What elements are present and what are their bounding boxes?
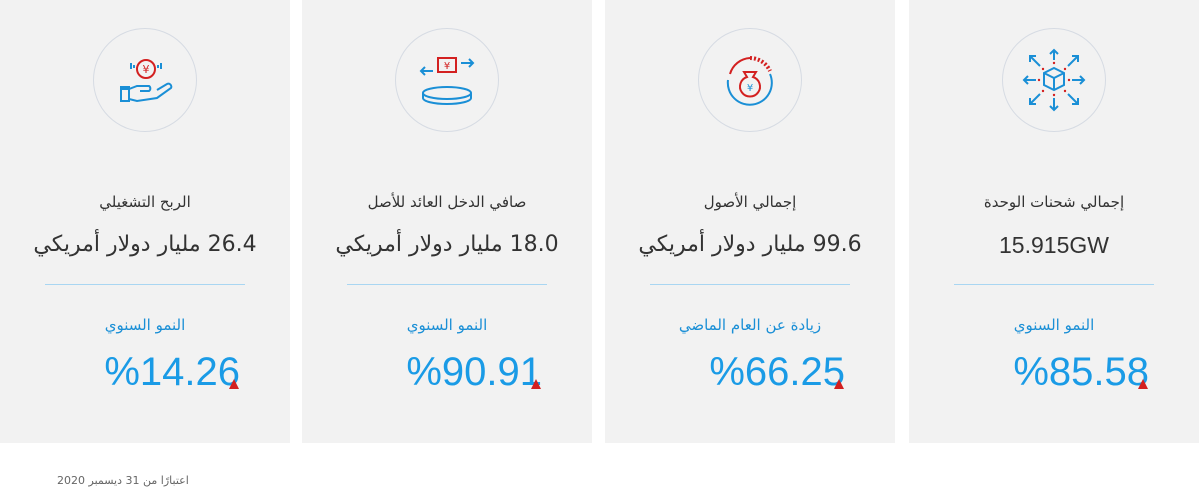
money-bag-gauge-icon: ¥ [726,56,773,106]
svg-text:¥: ¥ [747,83,753,94]
card-unit-shipments: إجمالي شحنات الوحدة 15.915GW النمو السنو… [909,0,1199,443]
card-net-income: ¥ صافي الدخل العائد للأصل 18.0 مليار دول… [302,0,592,443]
card-total-assets: ¥ إجمالي الأصول 99.6 مليار دولار أمريكي … [605,0,895,443]
coin-exchange-icon: ¥ [419,57,475,105]
icon-circle: ¥ [93,28,197,132]
growth-label: النمو السنوي [1013,316,1095,334]
card-value: 99.6 مليار دولار أمريكي [638,232,862,257]
trend-up-icon [229,379,239,389]
card-title: إجمالي الأصول [703,193,797,211]
icon-circle [1002,28,1106,132]
growth-value: %90.91 [406,350,542,394]
trend-up-icon [834,379,844,389]
growth-label: زيادة عن العام الماضي [678,316,822,334]
growth-label: النمو السنوي [406,316,488,334]
growth-value: %85.58 [1013,350,1149,394]
icon-circle: ¥ [698,28,802,132]
divider [45,284,245,285]
growth-value: %14.26 [104,350,240,394]
card-value: 18.0 مليار دولار أمريكي [335,232,559,257]
hand-yuan-icon: ¥ [120,59,173,103]
divider [650,284,850,285]
icon-circle: ¥ [395,28,499,132]
trend-up-icon [531,379,541,389]
card-title: إجمالي شحنات الوحدة [983,193,1125,211]
card-value: 26.4 مليار دولار أمريكي [33,232,257,257]
card-title: صافي الدخل العائد للأصل [367,193,527,211]
card-operating-profit: ¥ الربح التشغيلي 26.4 مليار دولار أمريكي… [0,0,290,443]
divider [954,284,1154,285]
card-title: الربح التشغيلي [99,193,191,211]
divider [347,284,547,285]
svg-text:¥: ¥ [143,63,150,76]
card-value: 15.915GW [999,232,1109,258]
box-distribution-icon [1022,48,1086,112]
as-of-date-note: اعتبارًا من 31 ديسمبر 2020 [57,474,189,487]
svg-text:¥: ¥ [444,61,450,72]
growth-label: النمو السنوي [104,316,186,334]
growth-value: %66.25 [709,350,845,394]
trend-up-icon [1138,379,1148,389]
